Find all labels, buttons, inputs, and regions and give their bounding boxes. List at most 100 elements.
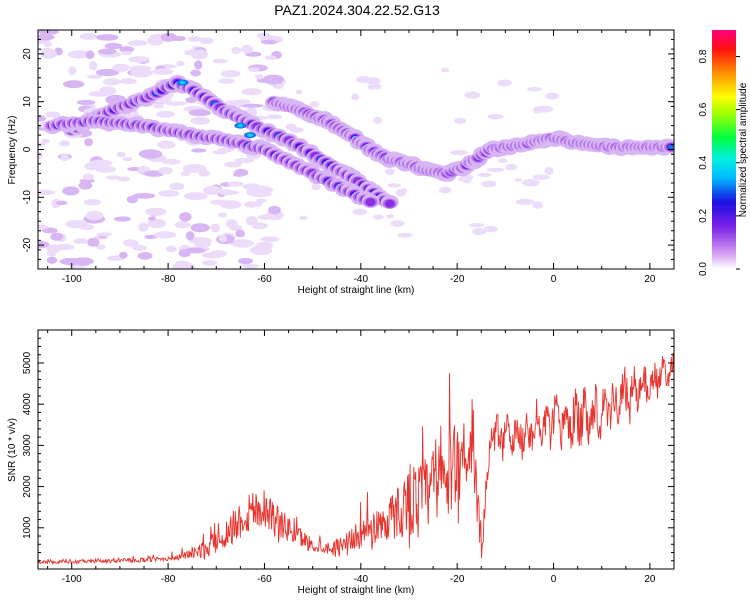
spectrogram-blob (157, 140, 176, 150)
figure-title: PAZ1.2024.304.22.52.G13 (274, 2, 440, 18)
spectrogram-blob (449, 149, 468, 156)
spectrogram-blob (68, 66, 77, 76)
spectrogram-blob (97, 48, 117, 55)
spectrogram-blob (88, 60, 98, 71)
spectrogram-blob (199, 37, 214, 45)
spectrogram-blob (386, 214, 395, 219)
spectrogram-blob (487, 113, 504, 120)
spectrogram-blob (367, 84, 375, 90)
spectrogram-blob (147, 36, 164, 46)
spectrogram-blob (464, 91, 481, 99)
x-tick-label: -60 (257, 574, 272, 585)
spectrogram-blob (240, 263, 260, 269)
spectrogram-blob (184, 49, 193, 56)
colorbar-tick-label: 0.0 (698, 262, 709, 276)
x-tick-label: -40 (354, 274, 369, 285)
spectrogram-blob (544, 92, 560, 100)
spectrogram-blob (164, 101, 188, 106)
spectrogram-blob (169, 182, 185, 191)
colorbar-tick-label: 0.8 (698, 49, 709, 63)
spectrogram-blob (387, 183, 402, 188)
snr-series-line (38, 352, 674, 566)
spectrogram-blob (138, 149, 163, 159)
spectrogram-blob (96, 244, 106, 250)
spectrogram-blob (187, 36, 202, 42)
spectrogram-blob (241, 44, 254, 54)
spectrogram-blob (119, 251, 128, 259)
spectrogram-blob (311, 183, 321, 191)
spectrogram-blob (190, 49, 208, 60)
spectrogram-blob (257, 214, 274, 220)
spectrogram-blob (472, 227, 487, 236)
spectrogram-blob (227, 181, 244, 187)
spectrogram-blob (147, 218, 167, 229)
x-tick-label: -60 (257, 274, 272, 285)
colorbar-tick-label: 0.6 (698, 102, 709, 116)
spectrogram-blob (201, 260, 218, 266)
spectrogram-blob (83, 198, 102, 206)
spectrogram-blob (521, 178, 540, 187)
spectrogram-blob (147, 216, 156, 221)
spectrogram-blob (38, 189, 56, 196)
spectrogram-blob (127, 40, 148, 46)
spectrogram-blob (384, 168, 395, 176)
spectrogram-blob (532, 174, 550, 180)
spectrogram-blob (267, 78, 282, 84)
spectrogram-blob (532, 106, 543, 114)
spectrogram-blob (122, 156, 133, 162)
spectrogram-blob (41, 138, 50, 144)
spectrogram-blob (38, 34, 55, 41)
spectrogram-blob (467, 175, 474, 180)
spectrogram-blob (99, 86, 117, 96)
spectrogram-blob (153, 231, 177, 239)
x-tick-label: -80 (161, 274, 176, 285)
spectrogram-blob (497, 79, 512, 87)
x-tick-label: 20 (644, 274, 656, 285)
spectrogram-blob (76, 99, 96, 106)
colorbar (712, 30, 736, 269)
spectrogram-blob (158, 190, 180, 197)
spectrogram-blob (165, 245, 177, 253)
spectrogram-blob (365, 77, 381, 85)
y-tick-label: 4000 (22, 393, 33, 416)
spectrogram-blob (95, 165, 117, 173)
y-tick-label: 20 (22, 48, 33, 60)
spectrogram-blob (45, 111, 61, 118)
spectrogram-blob (87, 237, 100, 247)
spectrogram-blob (194, 240, 212, 248)
spectrogram-blob (78, 181, 93, 190)
spectrogram-blob (251, 185, 274, 194)
spectrogram-blob (60, 153, 69, 162)
x-tick-label: -100 (62, 574, 82, 585)
spectrogram-blob (138, 222, 149, 232)
spectrogram-blob (247, 133, 253, 137)
spectrogram-blob (194, 60, 203, 70)
spectrogram-blob (82, 173, 94, 181)
spectrogram-blob (483, 225, 498, 233)
spectrogram-blob (46, 249, 57, 257)
spectrogram-blob (40, 47, 53, 53)
spectrogram-blob (532, 201, 544, 209)
spectrogram-blob (372, 214, 384, 220)
spectrogram-blob (38, 224, 49, 230)
spectrogram-blob (516, 198, 535, 205)
spectrogram-blob (264, 55, 277, 60)
spectrogram-blob (210, 199, 228, 205)
spectrogram-blob (46, 256, 58, 264)
spectrogram-blob (185, 231, 195, 241)
spectrogram-blob (38, 240, 50, 249)
spectrogram-blob (103, 78, 122, 86)
spectrogram-blob (233, 172, 245, 177)
spectrogram-blob (226, 219, 238, 229)
spectrogram-blob (38, 30, 59, 35)
x-tick-label: -80 (161, 574, 176, 585)
spectrogram-blob (486, 167, 505, 172)
spectrogram-blob (184, 263, 196, 269)
spectrogram-blob (120, 51, 133, 56)
spectrogram-blob (190, 116, 211, 125)
y-tick-label: 2000 (22, 475, 33, 498)
spectrogram-blob (158, 166, 174, 175)
spectrogram-blob (202, 185, 222, 195)
spectrogram-blob (268, 205, 281, 215)
